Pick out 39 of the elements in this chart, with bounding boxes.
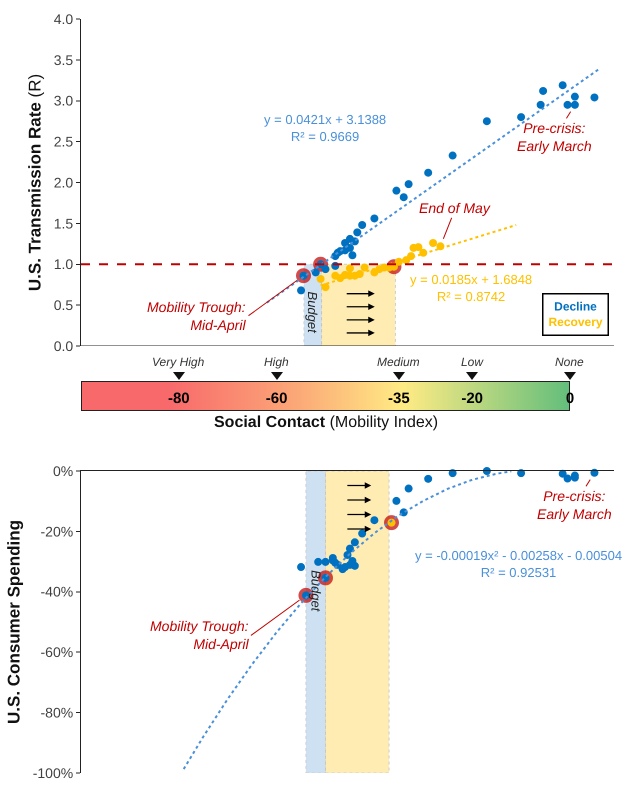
annotation: End of May bbox=[419, 200, 491, 216]
y-tick-label: 4.0 bbox=[54, 10, 74, 27]
y-tick-label: -20% bbox=[40, 523, 74, 540]
y-tick-label: 3.0 bbox=[54, 92, 74, 109]
band-label: Budget bbox=[308, 570, 324, 613]
annotation: Pre-crisis: Early March bbox=[537, 488, 612, 522]
x-axis-title: Social Contact (Mobility Index) bbox=[214, 414, 438, 431]
y-tick-label: -100% bbox=[32, 764, 74, 781]
y-tick-label: -80% bbox=[40, 704, 74, 720]
text: y = -0.00019x² - 0.00258x - 0.00504 R² = 0.92531 bbox=[415, 548, 622, 580]
x-tick-label: -20 bbox=[461, 390, 484, 407]
text: High bbox=[264, 355, 290, 369]
x-tick-label: -60 bbox=[266, 390, 288, 407]
y-tick-label: 2.0 bbox=[54, 174, 74, 190]
y-tick-label: 0.5 bbox=[54, 297, 74, 314]
annotation: Pre-crisis: Early March bbox=[517, 120, 592, 154]
y-tick-label: 3.5 bbox=[54, 52, 74, 68]
series-label: y = 0.0185x + 1.6848 R² = 0.8742 bbox=[410, 272, 532, 304]
y-axis-title: U.S. Consumer Spending bbox=[4, 520, 24, 724]
x-tick-label: -35 bbox=[388, 390, 410, 407]
annotation: Mobility Trough: Mid-April bbox=[150, 618, 250, 652]
y-tick-label: 0.0 bbox=[54, 338, 74, 354]
text: y = 0.0421x + 3.1388 R² = 0.9669 bbox=[264, 112, 386, 144]
text: Recovery bbox=[548, 315, 603, 330]
text: Very High bbox=[152, 355, 205, 369]
y-tick-label: 1.5 bbox=[54, 215, 74, 232]
text: Low bbox=[461, 355, 484, 369]
text: Decline bbox=[554, 300, 598, 314]
y-tick-label: -40% bbox=[40, 584, 74, 600]
x-tick-label: -80 bbox=[168, 390, 190, 407]
annotation: Mobility Trough: Mid-April bbox=[147, 299, 246, 334]
y-axis-title: U.S. Transmission Rate (R) bbox=[25, 74, 44, 292]
y-tick-label: 2.5 bbox=[54, 134, 74, 150]
y-tick-label: -60% bbox=[40, 644, 74, 660]
y-tick-label: 0% bbox=[52, 462, 74, 479]
text: None bbox=[555, 355, 584, 369]
y-tick-label: 1.0 bbox=[54, 256, 74, 272]
band-label: Budget bbox=[305, 292, 320, 334]
text: Medium bbox=[377, 355, 420, 369]
